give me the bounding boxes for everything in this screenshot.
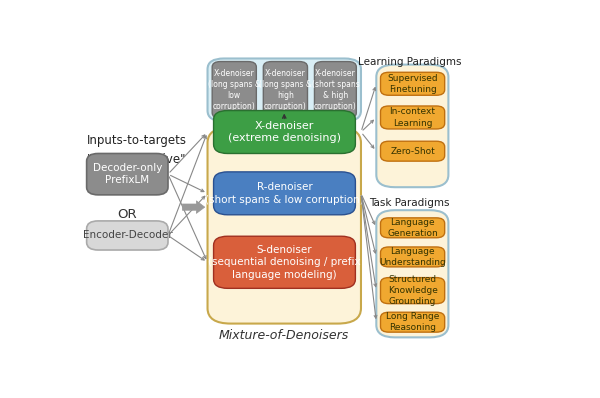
FancyBboxPatch shape [376,210,448,338]
Text: Long Range
Reasoning: Long Range Reasoning [386,312,439,332]
Text: Encoder-Decoder: Encoder-Decoder [83,230,172,240]
Text: Decoder-only
PrefixLM: Decoder-only PrefixLM [92,163,162,185]
FancyBboxPatch shape [214,236,355,288]
FancyBboxPatch shape [380,278,445,304]
Text: X-denoiser
(long spans &
low
corruption): X-denoiser (long spans & low corruption) [208,69,260,111]
Text: Zero-Shot: Zero-Shot [390,147,435,156]
Text: Inputs-to-targets
"Autoregressive"
models: Inputs-to-targets "Autoregressive" model… [86,134,187,185]
FancyBboxPatch shape [86,221,168,250]
FancyBboxPatch shape [208,127,361,324]
Text: Task Paradigms: Task Paradigms [370,197,450,207]
Text: X-denoiser
(short spans
& high
corruption): X-denoiser (short spans & high corruptio… [311,69,359,111]
FancyBboxPatch shape [208,59,361,121]
FancyBboxPatch shape [214,172,355,215]
Text: Mixture-of-Denoisers: Mixture-of-Denoisers [219,329,349,342]
Text: Language
Generation: Language Generation [387,218,438,238]
Text: Structured
Knowledge
Grounding: Structured Knowledge Grounding [388,275,437,306]
FancyBboxPatch shape [380,106,445,129]
FancyBboxPatch shape [86,154,168,195]
FancyBboxPatch shape [380,247,445,267]
FancyBboxPatch shape [380,218,445,238]
FancyBboxPatch shape [212,62,256,118]
FancyBboxPatch shape [380,312,445,332]
FancyBboxPatch shape [263,62,308,118]
Text: S-denoiser
(sequential denoising / prefix
language modeling): S-denoiser (sequential denoising / prefi… [208,245,361,280]
Text: X-denoiser
(extreme denoising): X-denoiser (extreme denoising) [228,121,341,143]
FancyBboxPatch shape [380,141,445,161]
Text: Learning Paradigms: Learning Paradigms [358,57,461,66]
FancyBboxPatch shape [376,64,448,187]
Text: Language
Understanding: Language Understanding [379,247,446,267]
Text: Supervised
Finetuning: Supervised Finetuning [387,74,438,94]
Text: OR: OR [118,208,137,221]
FancyBboxPatch shape [214,111,355,154]
Text: X-denoiser
(long spans &
high
corruption): X-denoiser (long spans & high corruption… [259,69,312,111]
FancyBboxPatch shape [380,72,445,95]
FancyBboxPatch shape [314,62,356,118]
Text: R-denoiser
(short spans & low corruption): R-denoiser (short spans & low corruption… [205,182,364,205]
Text: In-context
Learning: In-context Learning [389,107,436,127]
